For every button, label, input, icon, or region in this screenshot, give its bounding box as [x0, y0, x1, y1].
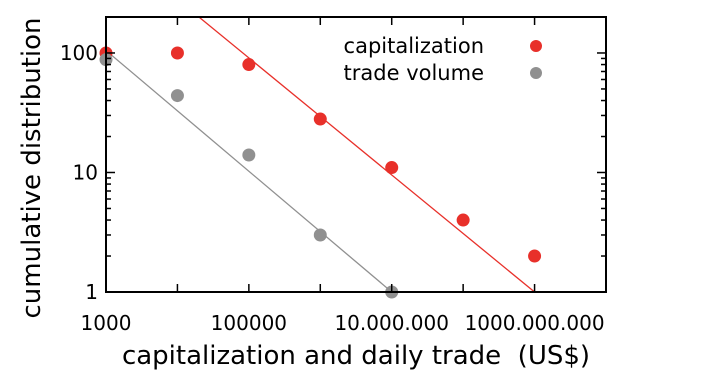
legend-marker-trade-volume: [530, 67, 542, 79]
y-tick-label: 100: [60, 41, 98, 65]
legend-label-trade-volume: trade volume: [344, 61, 484, 85]
point-trade-volume: [170, 89, 184, 103]
point-trade-volume: [313, 228, 327, 242]
tick-labels: 1000 100000 10.000.000 1000.000.000 1 10 100: [60, 41, 605, 335]
legend-marker-capitalization: [530, 40, 542, 52]
point-trade-volume: [242, 148, 256, 162]
x-tick-label: 1000: [81, 311, 132, 335]
x-tick-label: 100000: [211, 311, 287, 335]
point-capitalization: [385, 161, 399, 175]
y-tick-label: 1: [85, 280, 98, 304]
y-tick-label: 10: [73, 160, 98, 184]
plot-frame: [105, 16, 607, 293]
point-capitalization: [528, 249, 542, 263]
legend: capitalization trade volume: [344, 34, 542, 85]
x-tick-label: 10.000.000: [334, 311, 449, 335]
fit-line-trade-volume: [105, 49, 393, 293]
axis-ticks: [105, 16, 607, 293]
point-capitalization: [242, 58, 256, 72]
fit-lines: [105, 16, 535, 293]
x-axis-title: capitalization and daily trade (US$): [122, 341, 590, 371]
point-capitalization: [170, 46, 184, 60]
legend-label-capitalization: capitalization: [344, 34, 484, 58]
y-axis-title: cumulative distribution: [17, 18, 47, 319]
point-capitalization: [313, 112, 327, 126]
point-capitalization: [456, 213, 470, 227]
x-tick-label: 1000.000.000: [465, 311, 605, 335]
